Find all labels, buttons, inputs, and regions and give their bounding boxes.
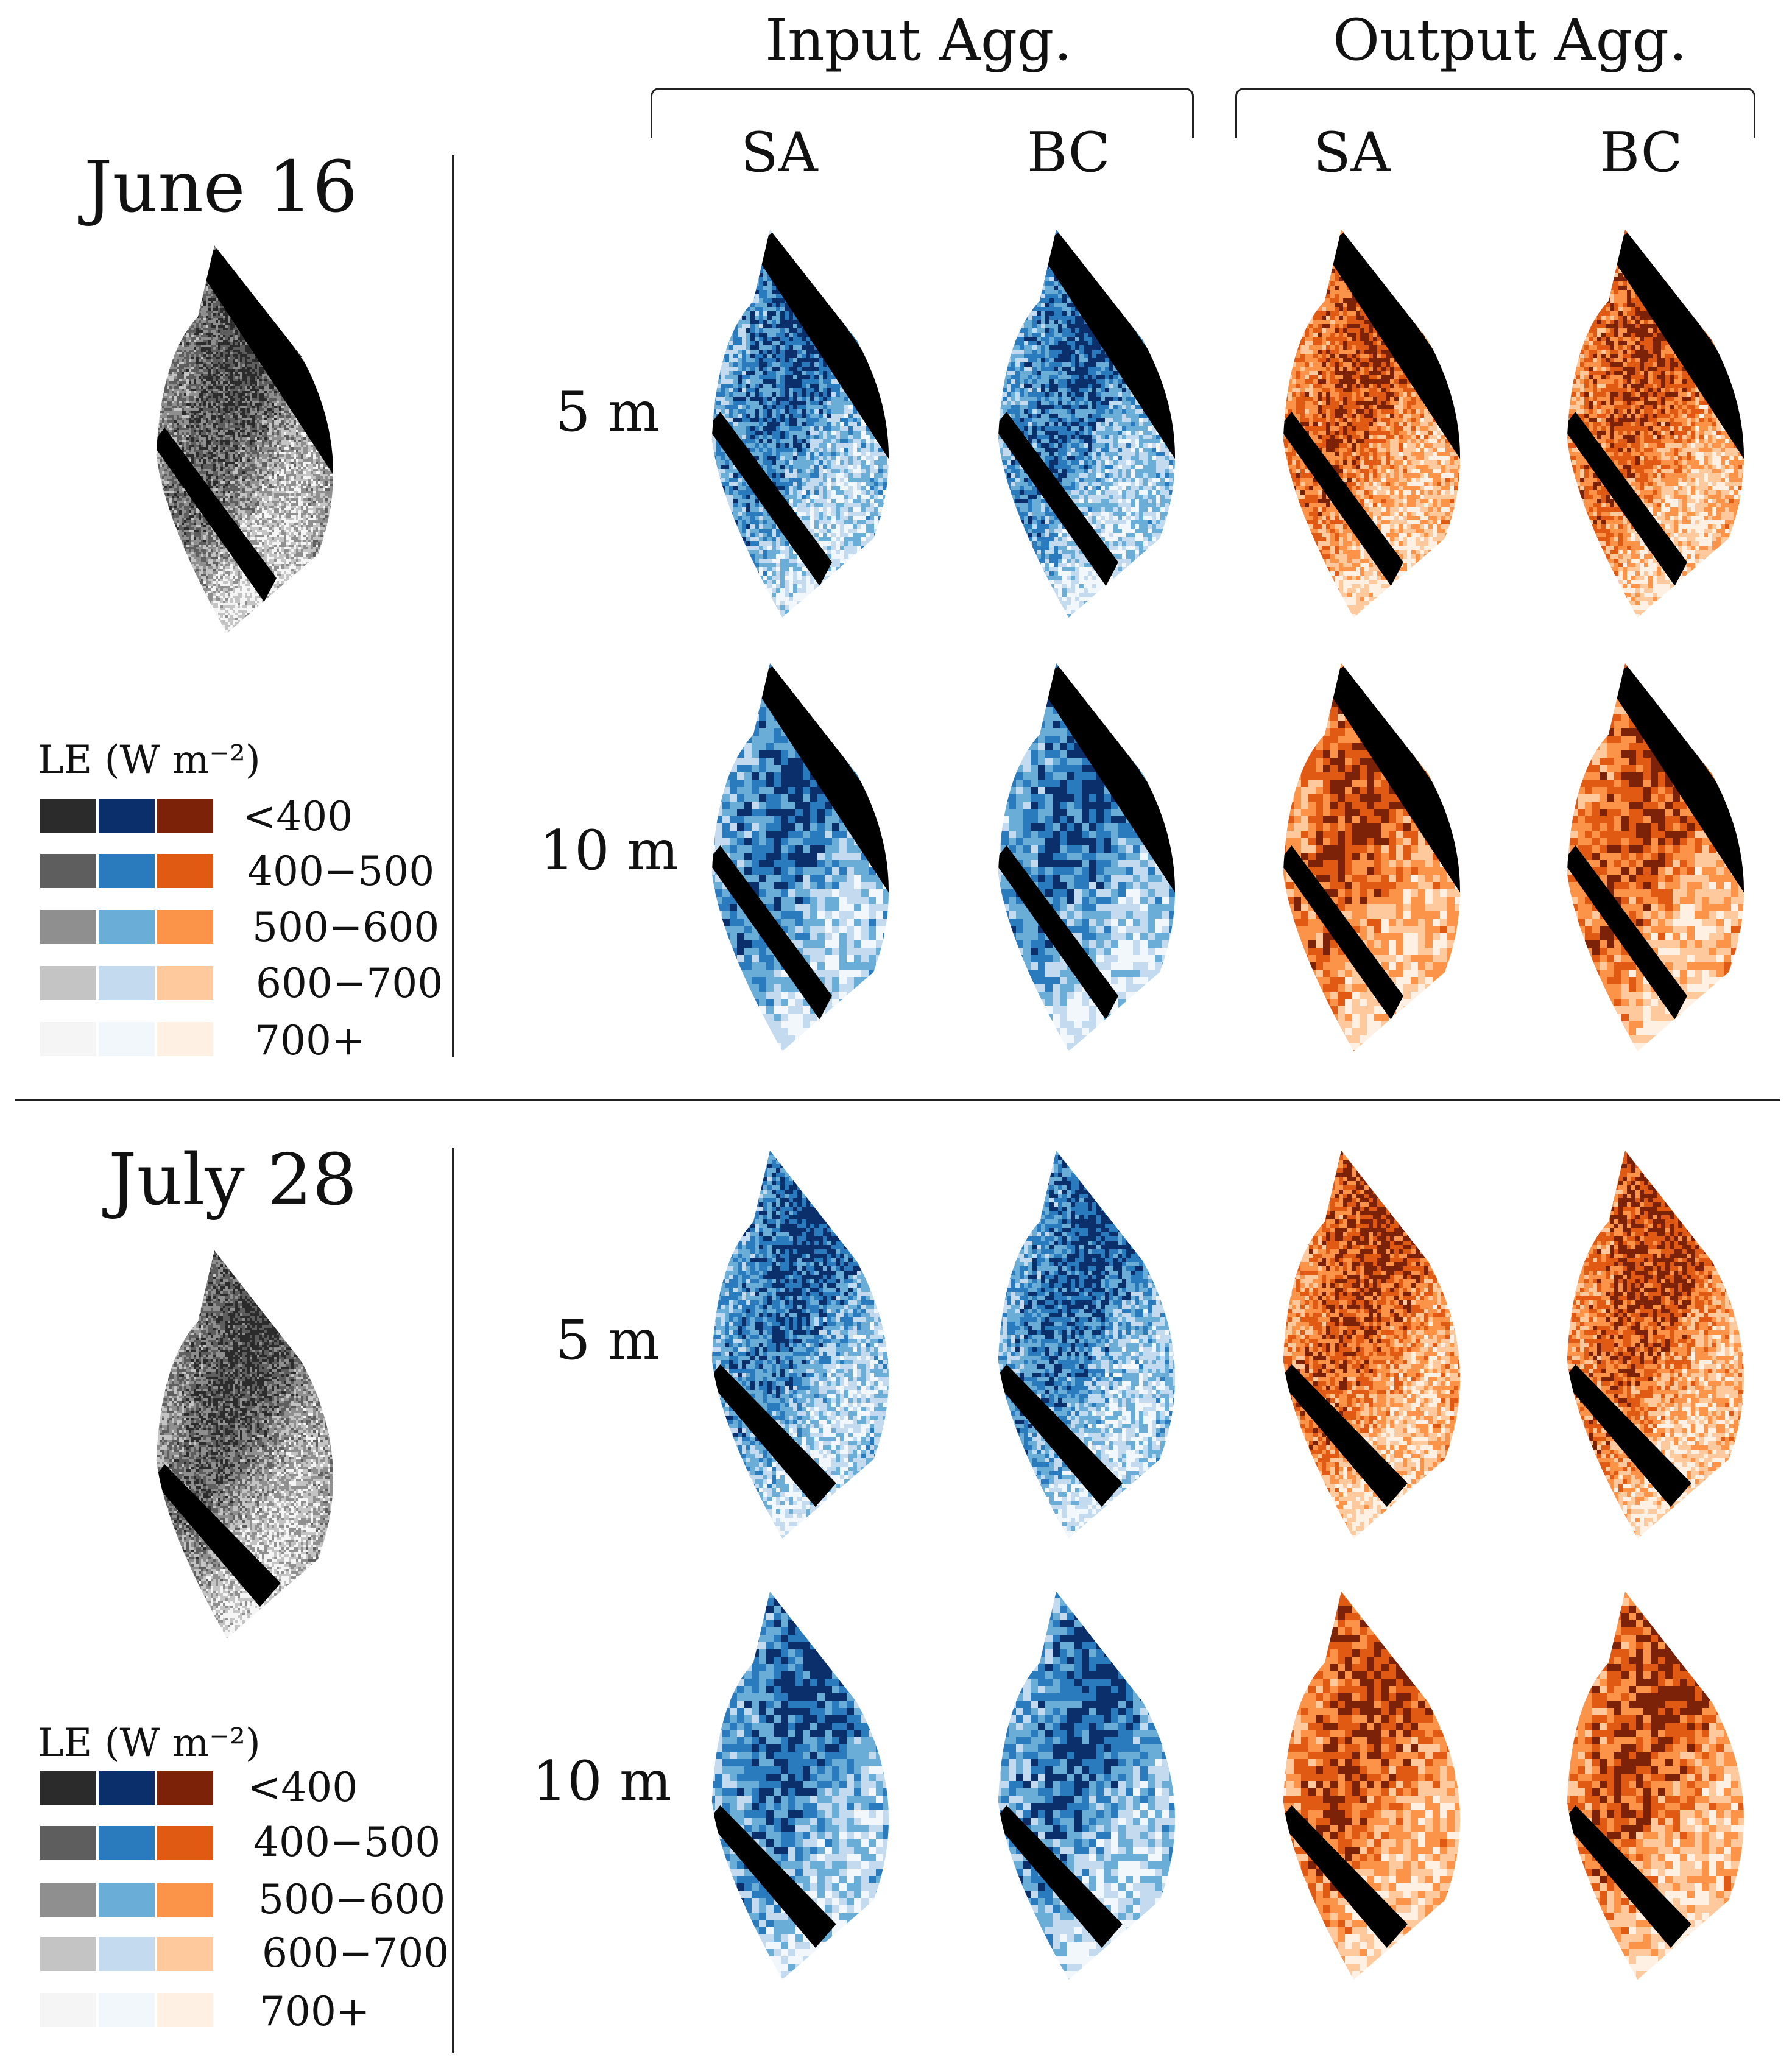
map-june-16-10m-input-bc [994, 655, 1201, 1051]
map-july-28-5m-input-sa [708, 1143, 915, 1539]
legend-swatch-gray-1-panel1 [40, 799, 96, 833]
legend-swatch-gray-3-panel1 [40, 910, 96, 944]
panel-divider [15, 1099, 1780, 1101]
reference-map-july-28 [152, 1243, 359, 1638]
legend-swatch-gray-4-panel1 [40, 966, 96, 1000]
map-july-28-10m-output-bc [1563, 1584, 1770, 1980]
legend-swatch-blue-3-panel2 [99, 1883, 155, 1917]
panel2-separator [452, 1148, 454, 2053]
legend-label-600-700-panel1: 600−700 [256, 964, 443, 1004]
legend-swatch-blue-5-panel2 [99, 1993, 155, 2027]
legend-label-lt400-panel2: <400 [247, 1768, 358, 1808]
map-june-16-5m-output-sa [1279, 222, 1486, 618]
legend-swatch-orange-2-panel2 [157, 1826, 213, 1860]
input-agg-header: Input Agg. [765, 12, 1072, 69]
map-july-28-5m-output-sa [1279, 1143, 1486, 1539]
legend-label-500-600-panel2: 500−600 [258, 1880, 445, 1920]
legend-swatch-blue-3-panel1 [99, 910, 155, 944]
legend-swatch-orange-3-panel2 [157, 1883, 213, 1917]
res-label-panel1-5m: 5 m [556, 385, 660, 440]
map-june-16-10m-input-sa [708, 655, 915, 1051]
legend-label-lt400-panel1: <400 [242, 797, 353, 837]
map-june-16-10m-output-bc [1563, 655, 1770, 1051]
legend-swatch-orange-1-panel2 [157, 1771, 213, 1805]
res-label-panel2-5m: 5 m [556, 1313, 660, 1368]
legend-swatch-gray-1-panel2 [40, 1771, 96, 1805]
res-label-panel1-10m: 10 m [540, 823, 679, 878]
map-june-16-5m-input-bc [994, 222, 1201, 618]
reference-map-june-16 [152, 238, 359, 633]
legend-swatch-blue-1-panel2 [99, 1771, 155, 1805]
legend-swatch-orange-2-panel1 [157, 854, 213, 888]
legend-swatch-orange-1-panel1 [157, 799, 213, 833]
legend-swatch-blue-2-panel2 [99, 1826, 155, 1860]
date-label-july-28: July 28 [108, 1145, 357, 1216]
legend-swatch-orange-5-panel1 [157, 1022, 213, 1056]
legend-swatch-blue-4-panel2 [99, 1937, 155, 1971]
legend-label-700plus-panel1: 700+ [255, 1021, 365, 1061]
legend-swatch-blue-1-panel1 [99, 799, 155, 833]
panel1-separator [452, 155, 454, 1057]
map-july-28-10m-input-bc [994, 1584, 1201, 1980]
legend-label-400-500-panel2: 400−500 [253, 1822, 440, 1863]
legend-swatch-gray-2-panel1 [40, 854, 96, 888]
output-agg-header: Output Agg. [1333, 12, 1687, 69]
legend-swatch-gray-4-panel2 [40, 1937, 96, 1971]
legend-swatch-gray-5-panel1 [40, 1022, 96, 1056]
legend-swatch-orange-3-panel1 [157, 910, 213, 944]
legend-title-panel2: LE (W m⁻²) [38, 1724, 261, 1763]
res-label-panel2-10m: 10 m [532, 1754, 671, 1809]
legend-title-panel1: LE (W m⁻²) [38, 741, 261, 780]
legend-swatch-orange-4-panel1 [157, 966, 213, 1000]
date-label-june-16: June 16 [84, 152, 358, 223]
legend-label-400-500-panel1: 400−500 [247, 852, 434, 892]
legend-swatch-blue-5-panel1 [99, 1022, 155, 1056]
legend-swatch-gray-5-panel2 [40, 1993, 96, 2027]
legend-swatch-blue-4-panel1 [99, 966, 155, 1000]
legend-swatch-orange-4-panel2 [157, 1937, 213, 1971]
legend-label-600-700-panel2: 600−700 [262, 1933, 449, 1973]
map-june-16-10m-output-sa [1279, 655, 1486, 1051]
input-sa-header: SA [741, 125, 818, 180]
map-july-28-10m-input-sa [708, 1584, 915, 1980]
map-june-16-5m-input-sa [708, 222, 915, 618]
input-agg-bracket [651, 88, 1194, 138]
map-july-28-5m-input-bc [994, 1143, 1201, 1539]
map-july-28-5m-output-bc [1563, 1143, 1770, 1539]
legend-swatch-gray-2-panel2 [40, 1826, 96, 1860]
input-bc-header: BC [1027, 125, 1110, 180]
map-july-28-10m-output-sa [1279, 1584, 1486, 1980]
legend-label-500-600-panel1: 500−600 [252, 908, 439, 948]
output-bc-header: BC [1600, 125, 1683, 180]
legend-swatch-gray-3-panel2 [40, 1883, 96, 1917]
legend-swatch-orange-5-panel2 [157, 1993, 213, 2027]
legend-swatch-blue-2-panel1 [99, 854, 155, 888]
map-june-16-5m-output-bc [1563, 222, 1770, 618]
legend-label-700plus-panel2: 700+ [259, 1992, 370, 2032]
output-sa-header: SA [1313, 125, 1391, 180]
